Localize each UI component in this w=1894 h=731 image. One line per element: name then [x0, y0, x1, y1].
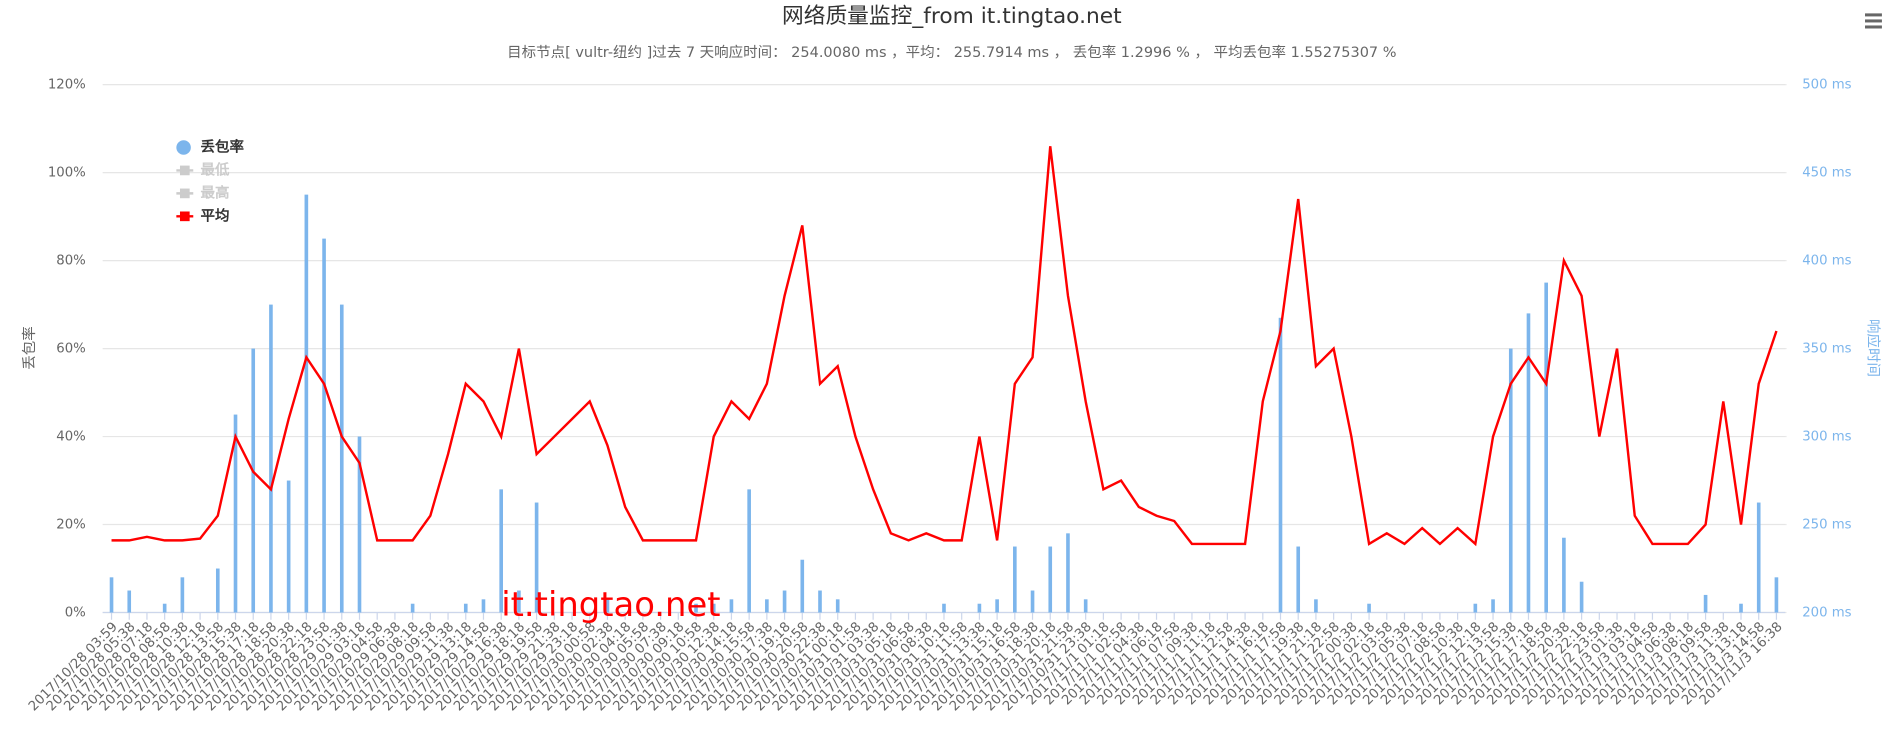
loss-bar — [1739, 603, 1743, 613]
loss-bar — [534, 502, 539, 613]
loss-bar — [1278, 317, 1283, 613]
loss-bar — [1544, 282, 1548, 613]
legend-symbol — [176, 140, 191, 155]
loss-bar — [729, 599, 734, 613]
y2-tick-label: 350 ms — [1802, 342, 1851, 357]
y-tick-label: 60% — [56, 342, 85, 357]
loss-bar — [1066, 533, 1070, 613]
y2-tick-label: 300 ms — [1802, 430, 1851, 445]
loss-bar — [180, 577, 185, 613]
loss-bar — [304, 194, 309, 613]
loss-bar — [286, 480, 291, 613]
loss-bar — [711, 603, 716, 613]
loss-bar — [1579, 581, 1584, 613]
loss-bar — [1473, 603, 1478, 613]
loss-bar — [233, 414, 238, 613]
legend-symbol — [179, 188, 190, 199]
loss-bar — [800, 559, 805, 613]
loss-bar — [1367, 603, 1371, 613]
loss-bar — [605, 599, 610, 613]
loss-bar — [481, 599, 486, 613]
menu-bar — [1865, 25, 1882, 29]
loss-bar — [1314, 599, 1318, 613]
legend-label: 平均 — [201, 206, 230, 224]
watermark: it.tingtao.net — [501, 585, 720, 624]
loss-bar — [1562, 537, 1566, 613]
y2-tick-label: 450 ms — [1802, 166, 1851, 181]
loss-bar — [162, 603, 167, 613]
y-axis-title: 丢包率 — [21, 326, 38, 369]
legend-label: 最高 — [201, 183, 230, 201]
loss-bar — [818, 590, 822, 613]
y2-tick-label: 200 ms — [1802, 606, 1851, 621]
loss-bar — [215, 568, 220, 613]
chart-subtitle: 目标节点[ vultr-纽约 ]过去 7 天响应时间： 254.0080 ms … — [507, 43, 1396, 61]
loss-bar — [1296, 546, 1301, 613]
loss-bar — [1491, 599, 1495, 613]
y-tick-label: 40% — [56, 430, 85, 445]
loss-bar — [499, 489, 503, 613]
y2-tick-label: 400 ms — [1802, 254, 1851, 269]
y-tick-label: 100% — [48, 166, 86, 181]
loss-bar — [1030, 590, 1035, 613]
loss-bar — [782, 590, 787, 613]
loss-bar — [357, 436, 362, 613]
legend-symbol — [179, 165, 190, 176]
loss-bar — [1048, 546, 1053, 613]
loss-bar — [251, 348, 256, 613]
loss-bar — [269, 304, 273, 613]
loss-bar — [517, 590, 521, 613]
loss-bar — [977, 603, 982, 613]
latency-line — [111, 146, 1778, 547]
loss-bar — [1083, 599, 1088, 613]
y-tick-label: 20% — [56, 518, 85, 533]
loss-bar — [835, 599, 840, 613]
y2-tick-label: 250 ms — [1802, 518, 1851, 533]
loss-bar — [1703, 594, 1708, 613]
loss-bar — [694, 603, 698, 613]
legend-item[interactable]: 平均 — [176, 206, 229, 224]
chart-title: 网络质量监控_from it.tingtao.net — [782, 4, 1122, 29]
legend-label: 丢包率 — [201, 137, 245, 155]
y2-tick-label: 500 ms — [1802, 78, 1851, 93]
loss-bar — [942, 603, 946, 613]
legend-item[interactable]: 最高 — [176, 183, 229, 201]
legend-symbol — [179, 211, 190, 222]
loss-bar — [410, 603, 415, 613]
loss-bar — [463, 603, 468, 613]
menu-button[interactable] — [1865, 13, 1882, 29]
legend-item[interactable]: 丢包率 — [176, 137, 244, 155]
legend-item[interactable]: 最低 — [176, 160, 230, 178]
loss-bar — [1508, 348, 1513, 613]
loss-bar — [765, 599, 769, 613]
y2-axis-title: 响应时间 — [1864, 319, 1882, 377]
loss-bar — [1774, 577, 1779, 613]
loss-bar — [1013, 546, 1017, 613]
loss-bar — [1526, 313, 1531, 613]
loss-bar — [1756, 502, 1761, 613]
legend-label: 最低 — [201, 160, 230, 178]
loss-bar — [339, 304, 344, 613]
menu-bar — [1865, 19, 1882, 23]
loss-bar — [747, 489, 751, 613]
loss-bar — [995, 599, 999, 613]
y-tick-label: 80% — [56, 254, 85, 269]
loss-bar — [109, 577, 114, 613]
loss-bar — [127, 590, 132, 613]
y-tick-label: 120% — [48, 78, 86, 93]
y-tick-label: 0% — [65, 606, 86, 621]
loss-bar — [322, 238, 326, 613]
menu-bar — [1865, 13, 1882, 17]
